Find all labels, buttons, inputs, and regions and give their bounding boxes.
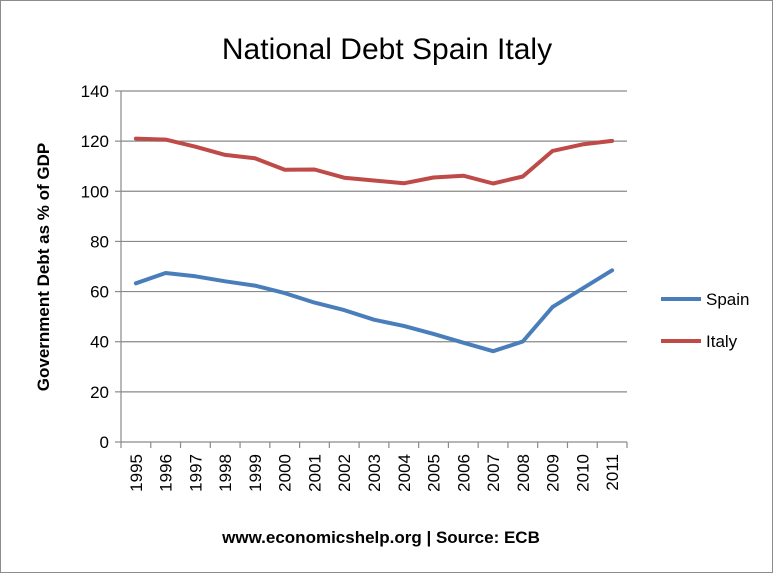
- x-tick-label: 2000: [276, 454, 295, 492]
- x-tick-label: 2007: [484, 454, 503, 492]
- series-line-spain: [133, 268, 615, 354]
- x-tick-label: 1997: [186, 454, 205, 492]
- legend-label-italy: Italy: [706, 332, 738, 351]
- y-tick-label: 80: [90, 232, 109, 251]
- x-tick-label: 2010: [573, 454, 592, 492]
- x-tick-label: 1995: [127, 454, 146, 492]
- x-tick-label: 1996: [157, 454, 176, 492]
- legend-label-spain: Spain: [706, 290, 749, 309]
- y-axis-title: Government Debt as % of GDP: [34, 143, 53, 391]
- chart-title: National Debt Spain Italy: [222, 33, 552, 66]
- x-tick-label: 2011: [603, 454, 622, 491]
- x-tick-label: 1999: [246, 454, 265, 492]
- y-tick-label: 20: [90, 383, 109, 402]
- x-tick-label: 2006: [454, 454, 473, 492]
- x-tick-labels: 1995 1996 1997 1998 1999 2000 2001 2002 2003 2004…: [127, 454, 622, 492]
- y-tick-label: 40: [90, 333, 109, 352]
- gridlines: [121, 90, 627, 393]
- legend: Spain Italy: [661, 290, 749, 351]
- x-tick-label: 2008: [514, 454, 533, 492]
- y-tick-label: 120: [81, 132, 109, 151]
- y-tick-labels: 0 20 40 60 80 100 120 140: [81, 82, 109, 452]
- x-tick-label: 2003: [365, 454, 384, 492]
- x-tick-label: 2001: [305, 454, 324, 492]
- y-tick-label: 0: [100, 433, 109, 452]
- y-tick-label: 140: [81, 82, 109, 101]
- x-tick-label: 2009: [544, 454, 563, 492]
- x-tick-label: 2005: [425, 454, 444, 492]
- series-lines: [133, 136, 615, 354]
- y-tick-label: 60: [90, 283, 109, 302]
- axes: [115, 90, 628, 448]
- x-axis-title: www.economicshelp.org | Source: ECB: [221, 528, 540, 547]
- series-line-italy: [133, 136, 615, 186]
- x-tick-label: 1998: [216, 454, 235, 492]
- x-tick-label: 2004: [395, 454, 414, 492]
- x-tick-label: 2002: [335, 454, 354, 492]
- y-tick-label: 100: [81, 182, 109, 201]
